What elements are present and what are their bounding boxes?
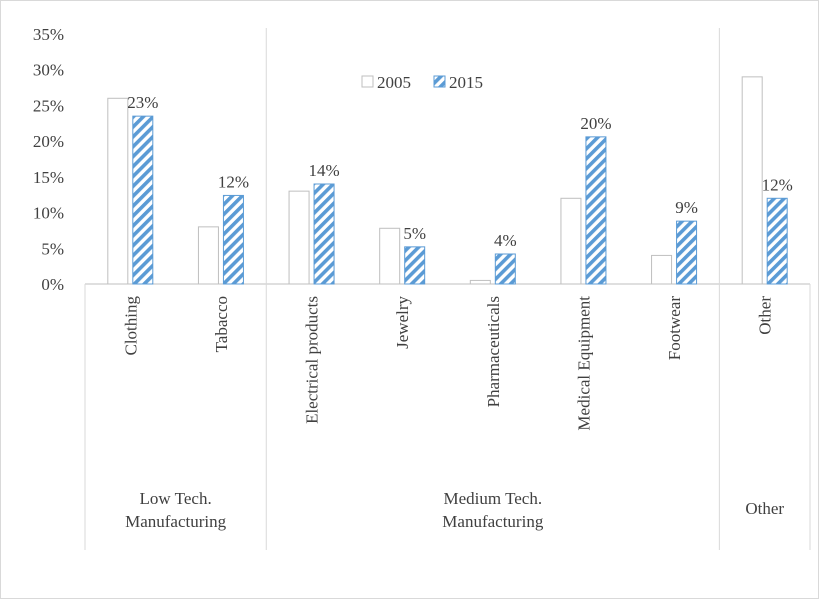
group-label-line: Other: [745, 499, 784, 518]
category-labels: Clothing Tabacco Electrical products Jewelr…: [121, 296, 774, 431]
bars: [107, 76, 788, 285]
data-label: 9%: [675, 198, 698, 217]
bar-2015-tabacco: [222, 194, 244, 285]
data-label: 12%: [218, 172, 249, 191]
bar-2005-pharmaceuticals: [469, 279, 491, 285]
y-tick-label: 10%: [33, 204, 64, 223]
y-tick-label: 30%: [33, 61, 64, 80]
y-tick-label: 0%: [41, 275, 64, 294]
legend-label: 2005: [377, 73, 411, 92]
bar-2015-pharmaceuticals: [494, 253, 516, 285]
bar-2015-footwear: [676, 220, 698, 285]
data-labels: 23% 12% 14% 5% 4% 20% 9% 12%: [127, 93, 793, 250]
category-label: Clothing: [121, 296, 140, 356]
bar-2005-clothing: [107, 97, 129, 285]
group-label-line: Low Tech.: [140, 489, 212, 508]
y-tick-label: 5%: [41, 239, 64, 258]
category-label: Medical Equipment: [574, 296, 593, 431]
y-axis-ticks: 0% 5% 10% 15% 20% 25% 30% 35%: [33, 25, 64, 294]
bar-2005-tabacco: [197, 226, 219, 285]
bar-2015-electrical-products: [313, 183, 335, 285]
legend-swatch-2005: [361, 75, 374, 88]
category-label: Tabacco: [212, 296, 231, 352]
group-label: Low Tech. Manufacturing: [125, 489, 227, 531]
structure-lines: [84, 28, 811, 550]
bar-2005-jewelry: [379, 227, 401, 285]
data-label: 5%: [403, 224, 426, 243]
group-label: Other: [745, 499, 784, 518]
group-label-line: Manufacturing: [442, 512, 544, 531]
group-label-line: Manufacturing: [125, 512, 227, 531]
bar-2015-clothing: [132, 115, 154, 285]
y-tick-label: 35%: [33, 25, 64, 44]
data-label: 12%: [762, 175, 793, 194]
group-label: Medium Tech. Manufacturing: [442, 489, 544, 531]
data-label: 20%: [580, 114, 611, 133]
y-tick-label: 25%: [33, 96, 64, 115]
category-label: Electrical products: [303, 296, 322, 424]
bar-2005-footwear: [651, 254, 673, 285]
legend-swatch-2015: [433, 75, 446, 88]
bar-2005-electrical-products: [288, 190, 310, 285]
bar-2005-other: [741, 76, 763, 285]
data-label: 14%: [308, 161, 339, 180]
bar-2005-medical-equipment: [560, 197, 582, 285]
legend: 2005 2015: [361, 73, 483, 92]
y-tick-label: 15%: [33, 168, 64, 187]
bar-2015-jewelry: [404, 246, 426, 285]
category-label: Footwear: [665, 296, 684, 361]
data-label: 23%: [127, 93, 158, 112]
group-labels: Low Tech. Manufacturing Medium Tech. Manufa…: [125, 489, 784, 531]
y-tick-label: 20%: [33, 132, 64, 151]
group-label-line: Medium Tech.: [444, 489, 543, 508]
legend-label: 2015: [449, 73, 483, 92]
category-label: Jewelry: [393, 296, 412, 349]
bar-2015-other: [766, 197, 788, 285]
category-label: Other: [756, 296, 775, 335]
data-label: 4%: [494, 231, 517, 250]
category-label: Pharmaceuticals: [484, 296, 503, 407]
bar-2015-medical-equipment: [585, 136, 607, 285]
